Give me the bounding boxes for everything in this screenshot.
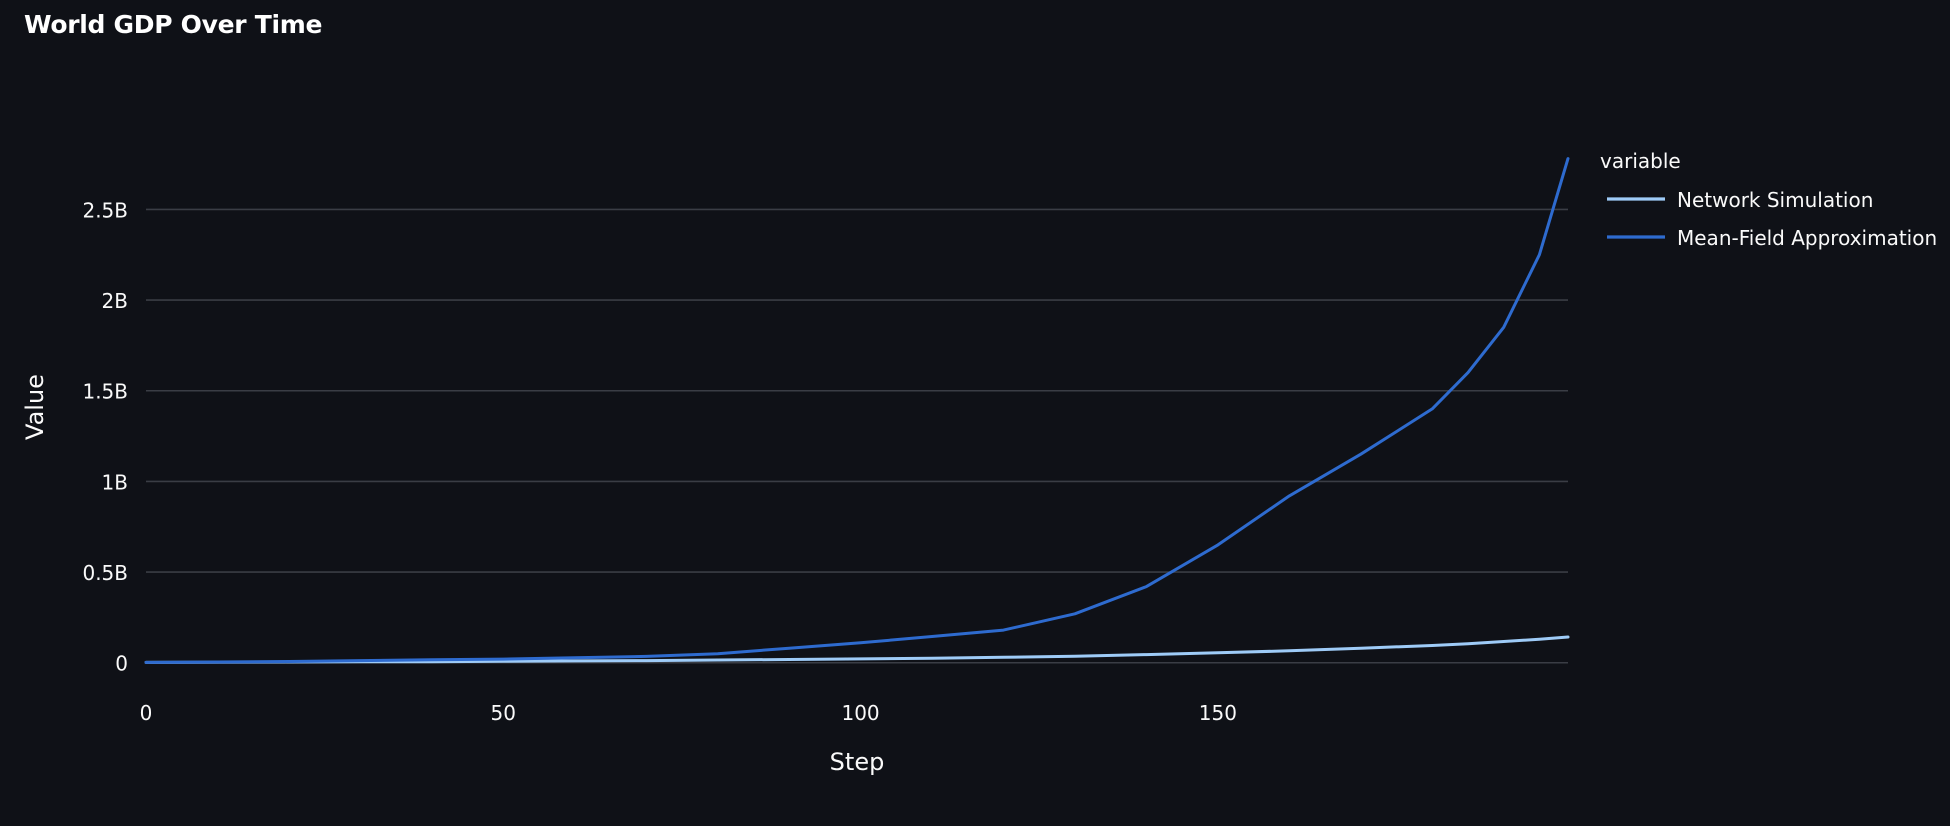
grid-lines: [146, 208, 1568, 664]
series-line-1: [144, 157, 1570, 664]
y-tick-label: 0.5B: [82, 561, 128, 585]
legend-label-0: Network Simulation: [1677, 188, 1873, 212]
chart-title: World GDP Over Time: [24, 10, 323, 39]
legend-title: variable: [1600, 149, 1681, 173]
y-tick-label: 2.5B: [82, 198, 128, 222]
x-tick-label: 50: [491, 701, 516, 725]
x-tick-label: 150: [1199, 701, 1237, 725]
y-tick-label: 1.5B: [82, 380, 128, 404]
x-tick-label: 100: [841, 701, 879, 725]
series-lines: [144, 157, 1570, 664]
y-axis-label: Value: [21, 374, 49, 440]
series-line-0: [144, 635, 1570, 664]
x-axis-ticks: 0 50 100 150: [140, 701, 1237, 725]
legend-items: Network Simulation Mean-Field Approximati…: [1607, 188, 1937, 250]
x-tick-label: 0: [140, 701, 153, 725]
y-tick-label: 1B: [102, 470, 128, 494]
y-axis-ticks: 0 0.5B 1B 1.5B 2B 2.5B: [82, 198, 128, 675]
legend-label-1: Mean-Field Approximation: [1677, 226, 1937, 250]
x-axis-label: Step: [830, 748, 885, 776]
y-tick-label: 0: [115, 652, 128, 676]
legend[interactable]: variable Network Simulation Mean-Field Ap…: [1600, 149, 1937, 250]
y-tick-label: 2B: [102, 289, 128, 313]
